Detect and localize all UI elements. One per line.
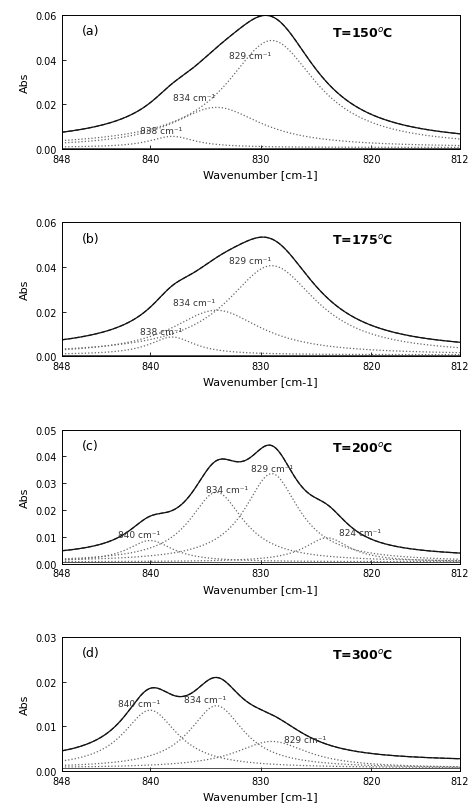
Text: 840 cm⁻¹: 840 cm⁻¹ [118,531,160,540]
X-axis label: Wavenumber [cm-1]: Wavenumber [cm-1] [203,377,318,387]
Text: (a): (a) [82,26,99,39]
Text: 829 cm⁻¹: 829 cm⁻¹ [228,256,271,266]
Y-axis label: Abs: Abs [20,487,30,507]
Text: 829 cm⁻¹: 829 cm⁻¹ [228,51,271,60]
Text: 829 cm⁻¹: 829 cm⁻¹ [251,464,293,473]
Text: (b): (b) [82,233,99,246]
Text: 840 cm⁻¹: 840 cm⁻¹ [118,699,160,708]
Text: T=150$^o$C: T=150$^o$C [332,26,394,41]
Text: 834 cm⁻¹: 834 cm⁻¹ [207,485,248,495]
Text: 834 cm⁻¹: 834 cm⁻¹ [173,299,215,308]
Text: (d): (d) [82,646,99,659]
X-axis label: Wavenumber [cm-1]: Wavenumber [cm-1] [203,791,318,801]
Text: 834 cm⁻¹: 834 cm⁻¹ [184,695,227,704]
Text: 834 cm⁻¹: 834 cm⁻¹ [173,94,215,103]
Text: 824 cm⁻¹: 824 cm⁻¹ [339,528,381,537]
Text: 838 cm⁻¹: 838 cm⁻¹ [140,128,182,137]
X-axis label: Wavenumber [cm-1]: Wavenumber [cm-1] [203,585,318,594]
Text: T=300$^o$C: T=300$^o$C [332,648,394,662]
Text: T=175$^o$C: T=175$^o$C [332,234,394,248]
X-axis label: Wavenumber [cm-1]: Wavenumber [cm-1] [203,170,318,180]
Text: 829 cm⁻¹: 829 cm⁻¹ [284,736,326,744]
Y-axis label: Abs: Abs [20,694,30,714]
Y-axis label: Abs: Abs [20,73,30,93]
Y-axis label: Abs: Abs [20,279,30,300]
Text: T=200$^o$C: T=200$^o$C [332,441,394,454]
Text: 838 cm⁻¹: 838 cm⁻¹ [140,328,182,336]
Text: (c): (c) [82,439,98,453]
